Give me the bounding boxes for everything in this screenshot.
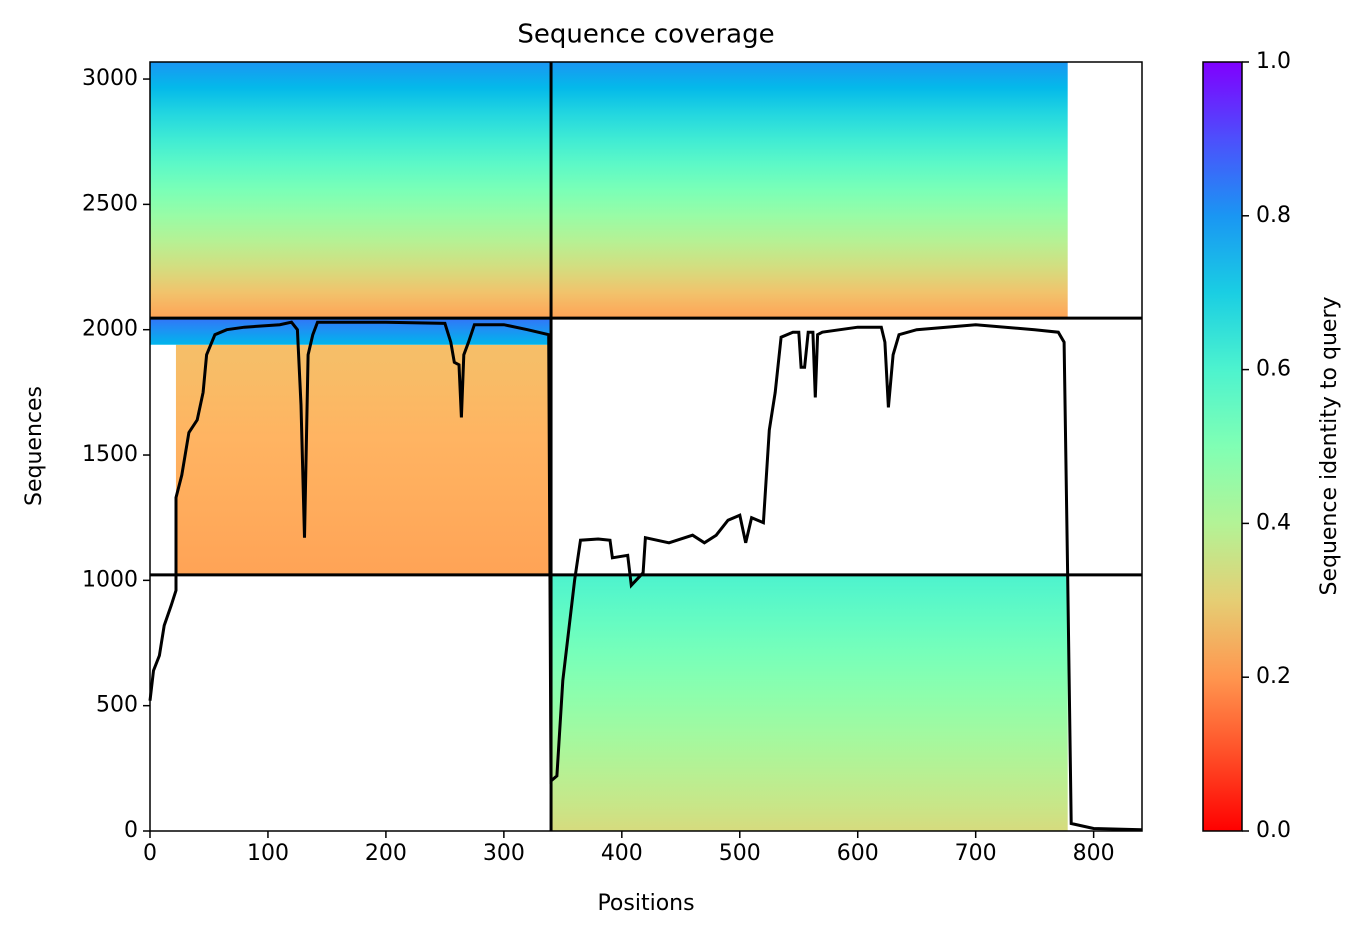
coverage-line (148, 320, 1143, 832)
coverage-block (150, 62, 1068, 319)
x-axis-label: Positions (597, 891, 694, 916)
x-tick-label: 600 (837, 841, 879, 866)
colorbar-tick-label: 0.8 (1256, 203, 1291, 228)
x-tick-label: 500 (719, 841, 761, 866)
x-tick-label: 200 (365, 841, 407, 866)
colorbar-tick-label: 1.0 (1256, 49, 1291, 74)
y-axis-label: Sequences (22, 386, 47, 506)
y-tick-label: 0 (124, 818, 138, 843)
x-tick-label: 700 (955, 841, 997, 866)
colorbar (1202, 61, 1243, 832)
y-tick-label: 2500 (82, 191, 138, 216)
x-tick-label: 800 (1073, 841, 1115, 866)
plot-frame (149, 61, 1143, 832)
colorbar-tick-label: 0.0 (1256, 818, 1291, 843)
y-tick-label: 2000 (82, 317, 138, 342)
colorbar-tick-label: 0.6 (1256, 357, 1291, 382)
y-tick-label: 500 (96, 693, 138, 718)
x-tick-label: 300 (483, 841, 525, 866)
chart-title: Sequence coverage (517, 20, 774, 50)
colorbar-tick-label: 0.4 (1256, 510, 1291, 535)
y-tick-label: 1000 (82, 567, 138, 592)
colorbar-label: Sequence identity to query (1317, 296, 1342, 595)
x-tick-label: 100 (247, 841, 289, 866)
x-tick-label: 0 (143, 841, 157, 866)
x-tick-label: 400 (601, 841, 643, 866)
coverage-block (175, 344, 552, 575)
coverage-block (551, 574, 1068, 831)
colorbar-tick-label: 0.2 (1256, 664, 1291, 689)
y-tick-label: 1500 (82, 442, 138, 467)
y-tick-label: 3000 (82, 66, 138, 91)
